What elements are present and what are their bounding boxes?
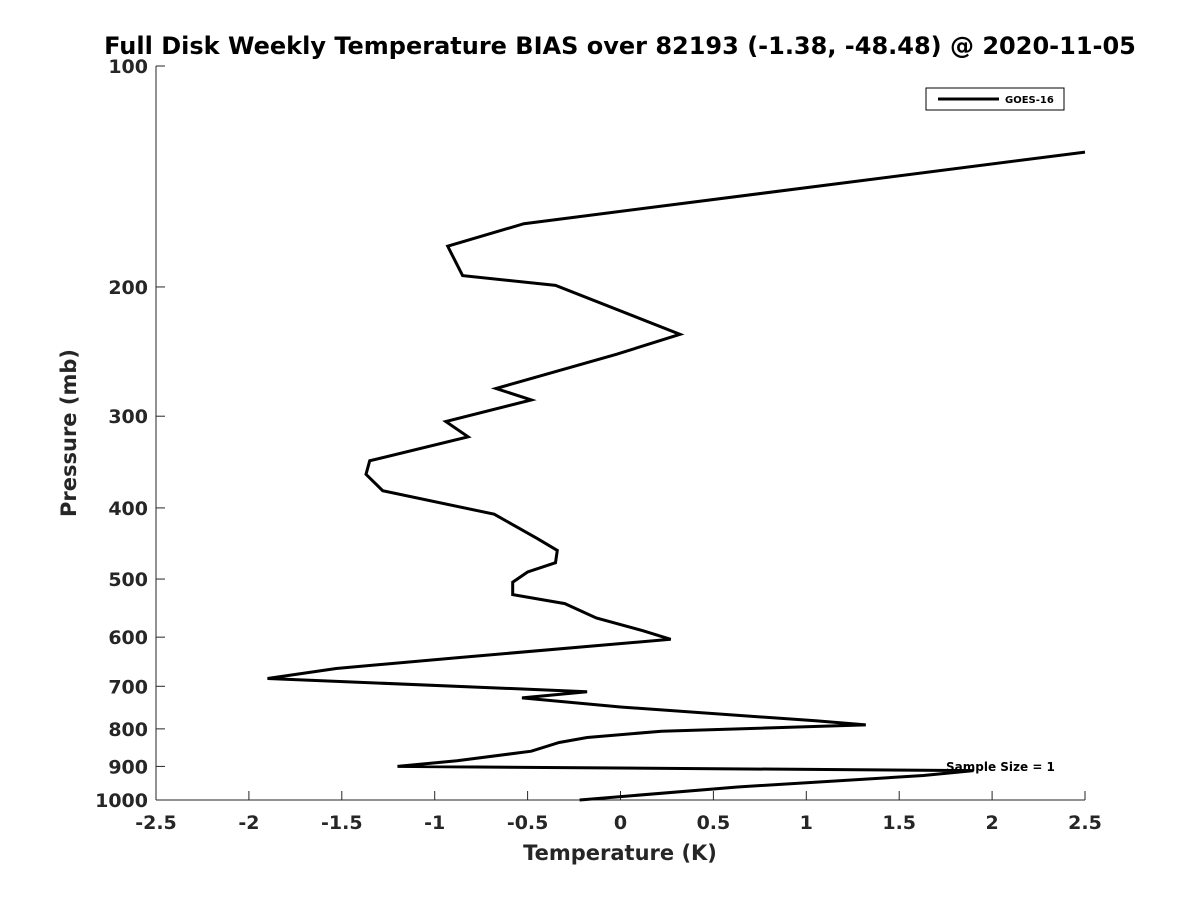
x-tick-label: -0.5 — [507, 812, 549, 834]
y-tick-label: 700 — [108, 676, 148, 698]
x-tick-label: -2 — [238, 812, 259, 834]
sample-size-annotation: Sample Size = 1 — [946, 760, 1055, 774]
y-tick-label: 200 — [108, 277, 148, 299]
x-tick-label: 2 — [985, 812, 998, 834]
series-layer — [267, 150, 1086, 802]
x-tick-label: 0.5 — [697, 812, 731, 834]
chart-title: Full Disk Weekly Temperature BIAS over 8… — [104, 32, 1136, 60]
y-tick-label: 1000 — [95, 790, 148, 812]
x-tick-label: -1 — [424, 812, 445, 834]
y-axis-label: Pressure (mb) — [57, 349, 81, 517]
legend-label-goes-16: GOES-16 — [1005, 95, 1054, 106]
x-tick-label: 2.5 — [1068, 812, 1102, 834]
y-tick-label: 100 — [108, 56, 148, 78]
series-line-goes-16 — [267, 150, 1086, 802]
x-tick-label: -1.5 — [321, 812, 363, 834]
y-tick-label: 800 — [108, 719, 148, 741]
y-tick-label: 400 — [108, 498, 148, 520]
x-tick-label: 0 — [614, 812, 627, 834]
y-axis: 100 200 300 400 500 600 700 800 900 1000 — [95, 56, 165, 812]
x-axis: -2.5 -2 -1.5 -1 -0.5 0 0.5 1 1.5 2 2.5 — [135, 791, 1102, 834]
legend: GOES-16 — [925, 87, 1065, 111]
x-tick-label: -2.5 — [135, 812, 177, 834]
y-tick-label: 500 — [108, 569, 148, 591]
x-tick-label: 1 — [800, 812, 813, 834]
x-tick-label: 1.5 — [882, 812, 916, 834]
y-tick-label: 300 — [108, 406, 148, 428]
y-tick-label: 600 — [108, 627, 148, 649]
y-tick-label: 900 — [108, 756, 148, 778]
x-axis-label: Temperature (K) — [523, 841, 717, 865]
